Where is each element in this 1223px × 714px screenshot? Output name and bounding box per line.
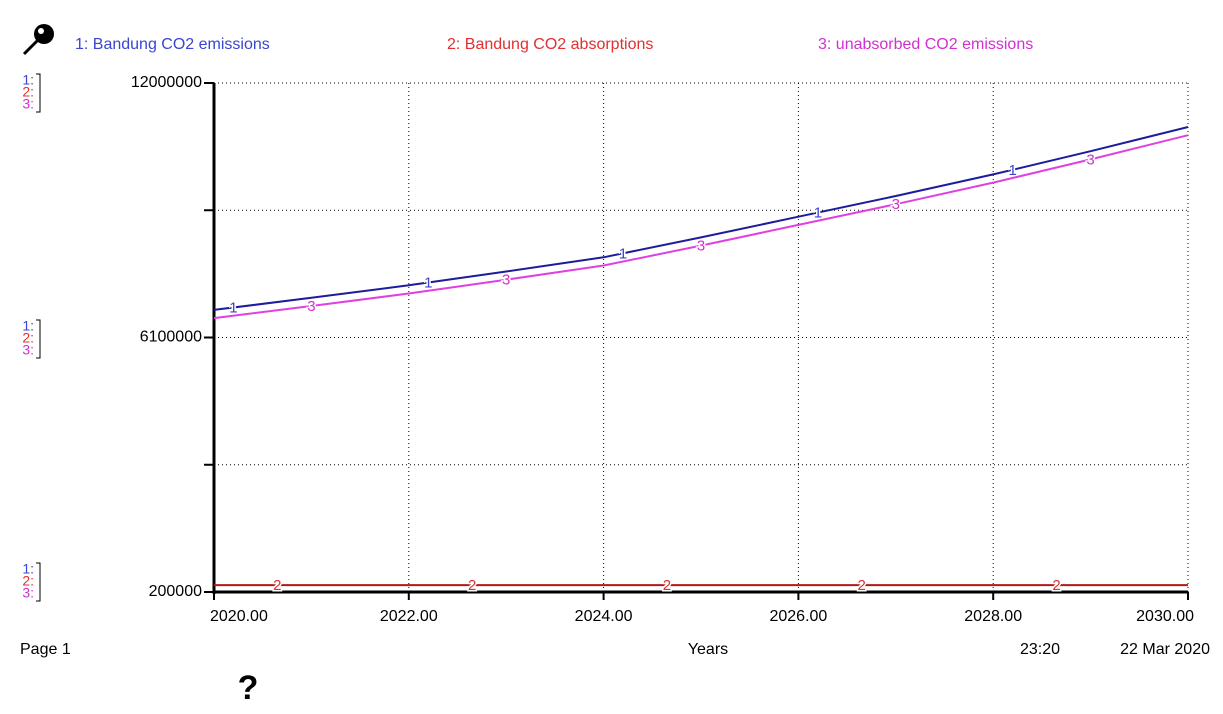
x-tick-label: 2020.00 — [210, 608, 268, 625]
scale-key: 2: — [22, 330, 34, 346]
x-tick-label: 2022.00 — [380, 608, 438, 625]
legend-entry: 1: Bandung CO2 emissions — [75, 36, 270, 53]
x-tick-label: 2030.00 — [1136, 608, 1194, 625]
x-axis-label: Years — [688, 641, 728, 658]
series-marker: 3 — [502, 272, 510, 289]
series-marker: 3 — [1086, 151, 1094, 168]
series-marker: 1 — [229, 299, 237, 316]
series-marker: 2 — [663, 577, 671, 594]
y-tick-label: 6100000 — [140, 329, 202, 346]
scale-key: 1: — [22, 561, 34, 577]
scale-key: 2: — [22, 573, 34, 589]
legend-entry: 3: unabsorbed CO2 emissions — [818, 36, 1033, 53]
page-label: Page 1 — [20, 641, 71, 658]
scale-key: 3: — [22, 585, 34, 601]
scale-key: 3: — [22, 96, 34, 112]
series-marker: 1 — [619, 245, 627, 262]
series-marker: 2 — [468, 577, 476, 594]
legend-entry: 2: Bandung CO2 absorptions — [447, 36, 653, 53]
scale-key: 1: — [22, 72, 34, 88]
scale-key: 2: — [22, 84, 34, 100]
series-line — [213, 134, 1189, 320]
help-icon[interactable]: ? — [238, 669, 259, 707]
pin-icon[interactable] — [22, 24, 54, 56]
date: 22 Mar 2020 — [1120, 641, 1210, 658]
series-marker: 2 — [273, 577, 281, 594]
time: 23:20 — [1020, 641, 1060, 658]
series-marker: 1 — [814, 205, 822, 222]
x-tick-label: 2028.00 — [964, 608, 1022, 625]
series-line — [213, 126, 1189, 311]
x-tick-label: 2026.00 — [769, 608, 827, 625]
scale-bracket — [36, 73, 41, 113]
scale-key: 3: — [22, 342, 34, 358]
series-marker: 3 — [892, 196, 900, 213]
scale-bracket — [36, 562, 41, 602]
series-marker: 1 — [1009, 162, 1017, 179]
x-tick-label: 2024.00 — [575, 608, 633, 625]
y-tick-label: 200000 — [149, 583, 202, 600]
series-marker: 3 — [307, 298, 315, 315]
series-marker: 2 — [858, 577, 866, 594]
scale-bracket — [36, 319, 41, 359]
series-marker: 1 — [424, 275, 432, 292]
series-marker: 2 — [1052, 577, 1060, 594]
series-marker: 3 — [697, 238, 705, 255]
scale-key: 1: — [22, 318, 34, 334]
y-tick-label: 12000000 — [131, 74, 202, 91]
